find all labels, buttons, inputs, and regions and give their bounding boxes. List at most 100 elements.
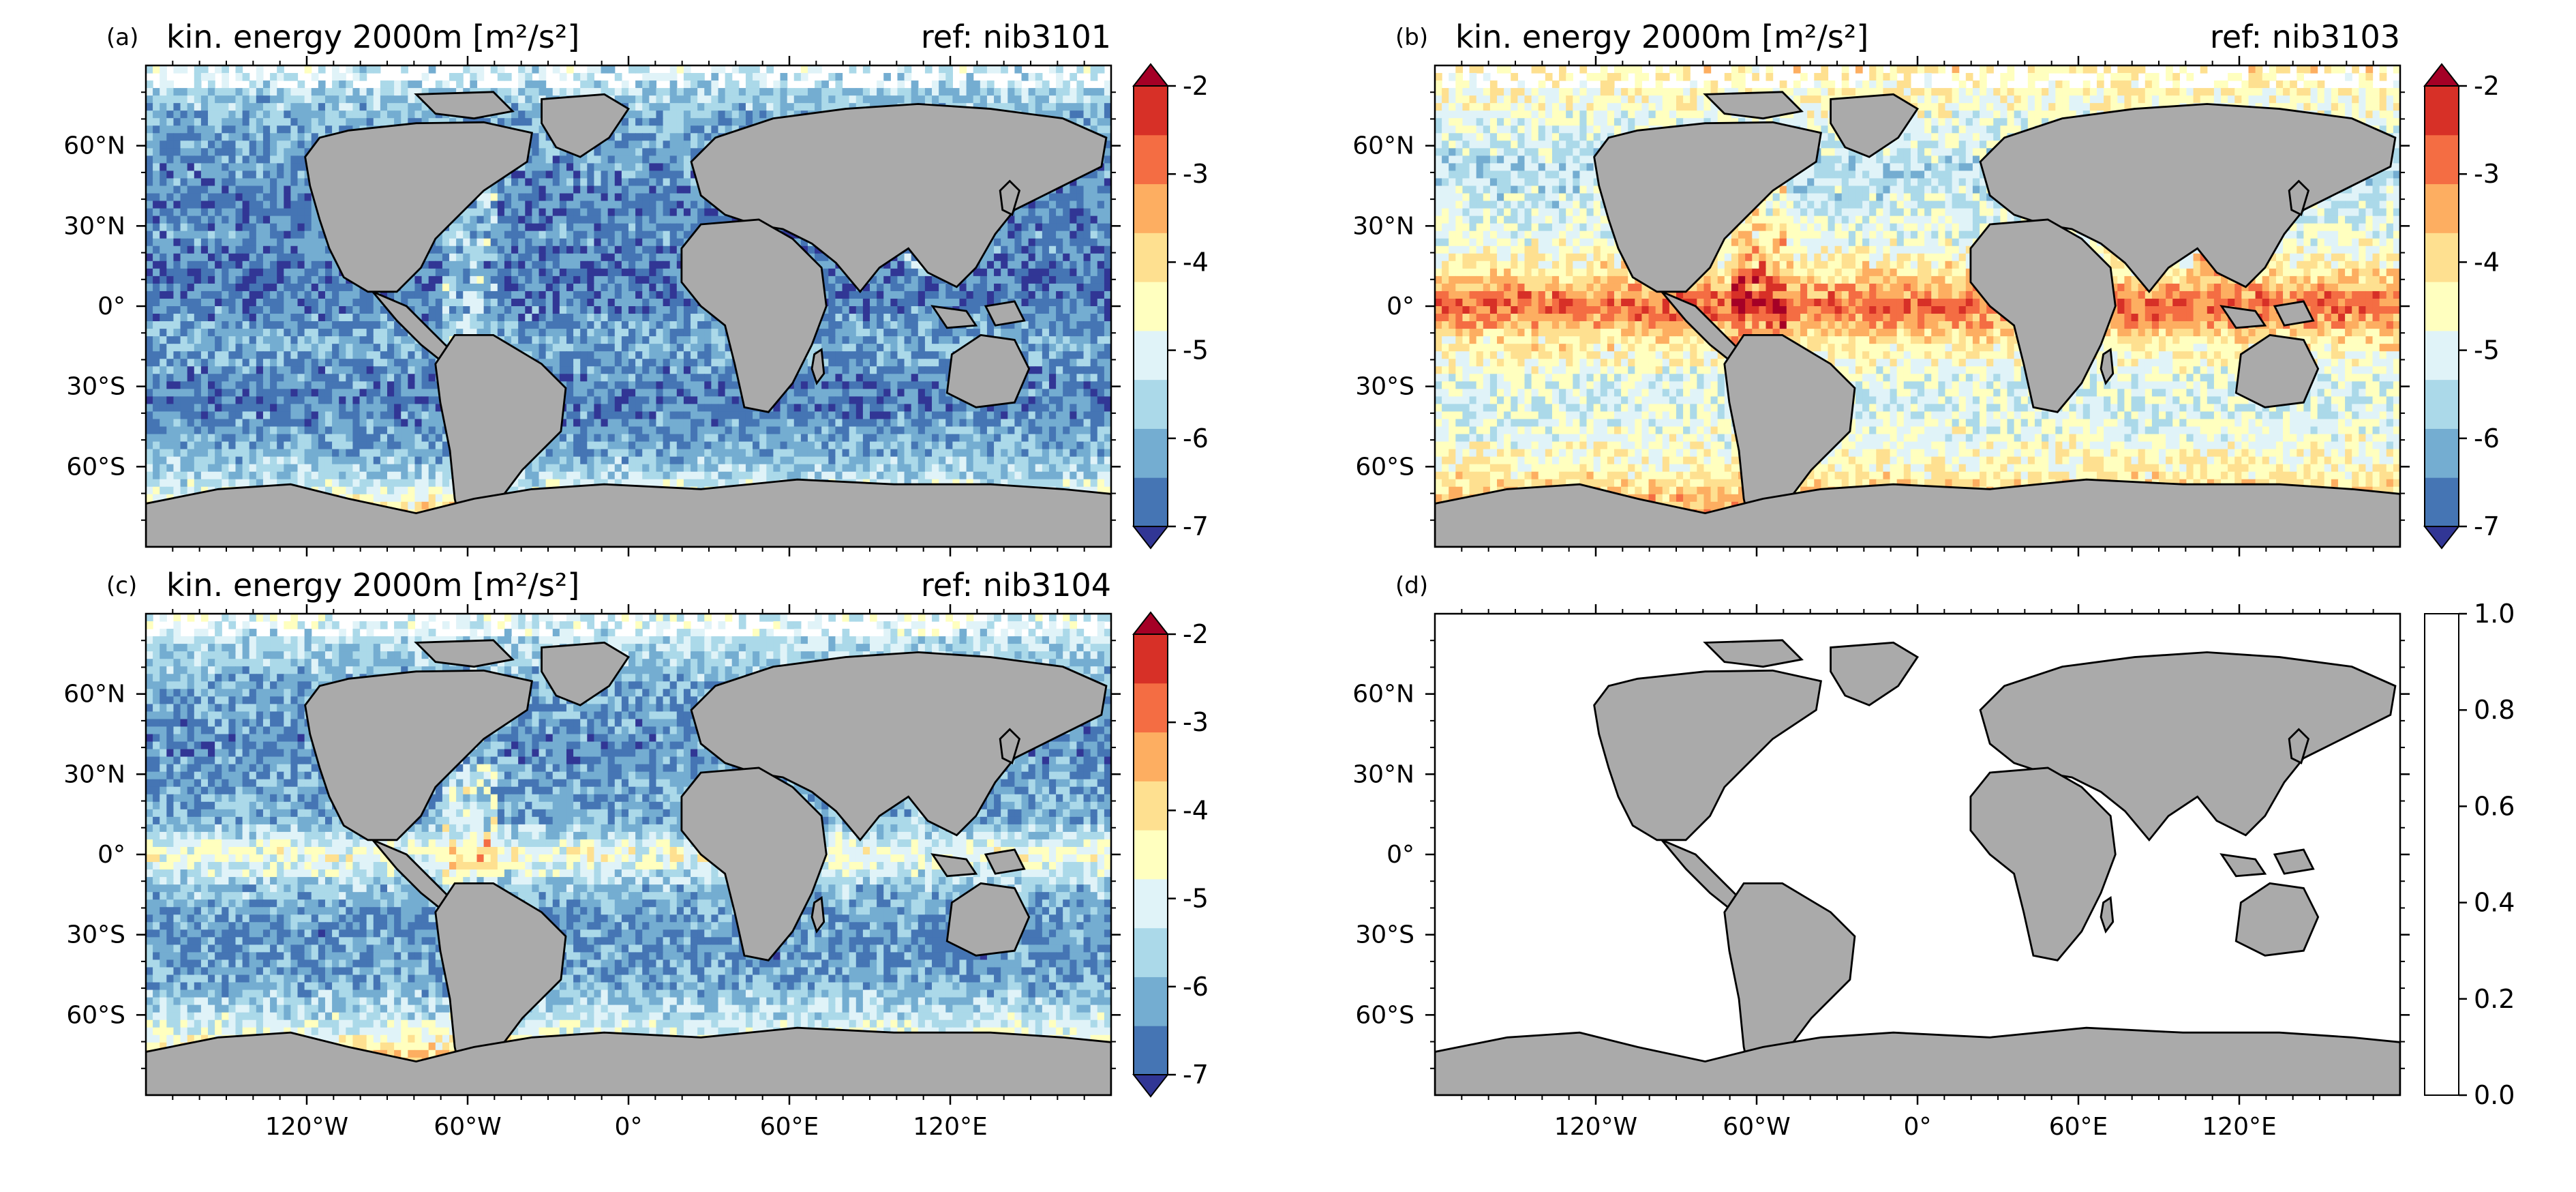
- heatmap-cell: [773, 80, 781, 89]
- heatmap-cell: [635, 118, 643, 126]
- heatmap-cell: [697, 80, 705, 89]
- heatmap-cell: [339, 73, 346, 81]
- heatmap-cell: [346, 95, 353, 104]
- heatmap-cell: [704, 125, 712, 134]
- heatmap-cell: [166, 140, 174, 149]
- heatmap-cell: [911, 88, 919, 96]
- heatmap-cell: [704, 110, 712, 119]
- heatmap-cell: [649, 80, 656, 89]
- heatmap-cell: [325, 88, 333, 96]
- heatmap-cell: [181, 170, 188, 179]
- heatmap-cell: [270, 118, 277, 126]
- heatmap-cell: [166, 148, 174, 156]
- heatmap-cell: [235, 148, 243, 156]
- heatmap-cell: [580, 80, 588, 89]
- heatmap-cell: [243, 88, 250, 96]
- heatmap-cell: [187, 103, 195, 111]
- heatmap-cell: [684, 65, 691, 74]
- heatmap-cell: [270, 73, 277, 81]
- heatmap-cell: [635, 65, 643, 74]
- heatmap-cell: [525, 73, 532, 81]
- heatmap-cell: [1022, 88, 1029, 96]
- heatmap-cell: [697, 125, 705, 134]
- heatmap-cell: [277, 140, 284, 149]
- heatmap-cell: [994, 65, 1001, 74]
- heatmap-cell: [339, 88, 346, 96]
- heatmap-cell: [753, 95, 760, 104]
- heatmap-cell: [1084, 65, 1091, 74]
- heatmap-cell: [1076, 95, 1084, 104]
- heatmap-cell: [153, 155, 160, 164]
- heatmap-cell: [215, 125, 222, 134]
- heatmap-cell: [374, 103, 381, 111]
- heatmap-cell: [1014, 103, 1022, 111]
- heatmap-cell: [456, 80, 464, 89]
- heatmap-cell: [697, 88, 705, 96]
- heatmap-cell: [284, 125, 291, 134]
- heatmap-cell: [670, 95, 678, 104]
- heatmap-cell: [1056, 95, 1063, 104]
- heatmap-cell: [374, 95, 381, 104]
- heatmap-cell: [815, 103, 822, 111]
- heatmap-cell: [380, 88, 388, 96]
- heatmap-cell: [277, 110, 284, 119]
- heatmap-cell: [1097, 118, 1105, 126]
- heatmap-cell: [215, 133, 222, 141]
- heatmap-cell: [1042, 103, 1050, 111]
- heatmap-cell: [835, 80, 843, 89]
- heatmap-cell: [697, 110, 705, 119]
- heatmap-cell: [877, 80, 884, 89]
- heatmap-cell: [160, 133, 167, 141]
- heatmap-cell: [194, 103, 202, 111]
- heatmap-cell: [711, 65, 718, 74]
- heatmap-cell: [256, 88, 264, 96]
- heatmap-cell: [290, 73, 298, 81]
- heatmap-cell: [635, 125, 643, 134]
- heatmap-cell: [566, 155, 574, 164]
- heatmap-cell: [290, 103, 298, 111]
- heatmap-cell: [711, 73, 718, 81]
- heatmap-cell: [532, 65, 539, 74]
- heatmap-cell: [518, 88, 526, 96]
- heatmap-cell: [987, 65, 995, 74]
- heatmap-cell: [973, 80, 981, 89]
- heatmap-cell: [194, 118, 202, 126]
- heatmap-cell: [305, 140, 312, 149]
- heatmap-cell: [863, 88, 870, 96]
- heatmap-cell: [539, 140, 547, 149]
- heatmap-cell: [1097, 95, 1105, 104]
- heatmap-cell: [649, 95, 656, 104]
- heatmap-cell: [318, 95, 326, 104]
- heatmap-cell: [249, 155, 257, 164]
- heatmap-cell: [1007, 95, 1015, 104]
- heatmap-cell: [222, 155, 229, 164]
- heatmap-cell: [1035, 103, 1043, 111]
- heatmap-cell: [546, 163, 554, 171]
- heatmap-cell: [1070, 103, 1077, 111]
- heatmap-cell: [759, 80, 767, 89]
- heatmap-cell: [656, 88, 663, 96]
- heatmap-cell: [622, 148, 629, 156]
- heatmap-cell: [801, 65, 808, 74]
- heatmap-cell: [187, 125, 195, 134]
- heatmap-cell: [408, 95, 415, 104]
- heatmap-cell: [290, 155, 298, 164]
- heatmap-cell: [518, 110, 526, 119]
- heatmap-cell: [883, 95, 891, 104]
- heatmap-cell: [228, 140, 236, 149]
- heatmap-cell: [808, 103, 815, 111]
- heatmap-cell: [235, 133, 243, 141]
- heatmap-cell: [560, 155, 567, 164]
- heatmap-cell: [628, 163, 636, 171]
- heatmap-cell: [932, 80, 939, 89]
- heatmap-cell: [532, 118, 539, 126]
- heatmap-cell: [201, 88, 209, 96]
- heatmap-cell: [766, 95, 774, 104]
- heatmap-cell: [739, 95, 746, 104]
- heatmap-cell: [277, 170, 284, 179]
- heatmap-cell: [677, 65, 684, 74]
- heatmap-cell: [290, 125, 298, 134]
- heatmap-cell: [498, 88, 505, 96]
- heatmap-cell: [546, 148, 554, 156]
- heatmap-cell: [863, 65, 870, 74]
